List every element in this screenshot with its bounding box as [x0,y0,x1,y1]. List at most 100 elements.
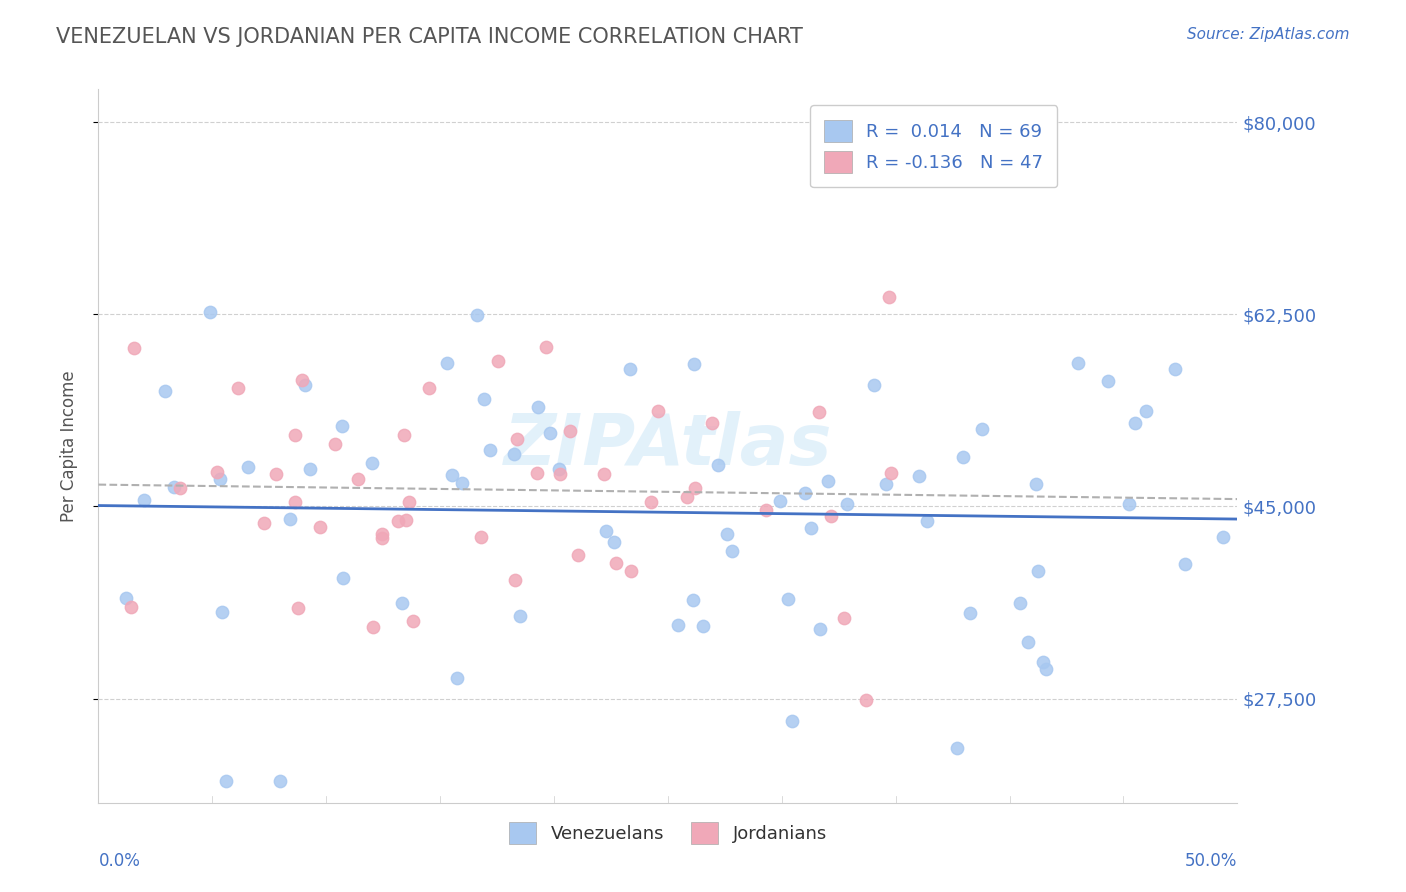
Point [283,427,305,442]
Point [666,617,689,632]
Point [114,591,136,605]
Point [640,495,662,509]
Point [1032,655,1054,669]
Point [877,289,900,303]
Point [323,437,346,451]
Point [134,493,156,508]
Point [647,404,669,418]
Point [1066,356,1088,370]
Point [211,605,233,619]
Point [308,520,330,534]
Point [880,466,903,480]
Point [527,401,550,415]
Point [503,573,526,587]
Point [238,460,260,475]
Point [536,340,558,354]
Point [347,472,370,486]
Point [875,477,897,491]
Point [707,458,730,472]
Point [800,520,823,534]
Point [228,381,250,395]
Point [162,480,184,494]
Point [330,419,353,434]
Point [169,481,191,495]
Point [1123,416,1146,430]
Point [278,512,301,526]
Point [394,513,416,527]
Point [451,475,474,490]
Point [793,485,815,500]
Point [474,392,496,407]
Point [1017,635,1039,649]
Point [683,481,706,495]
Point [205,465,228,479]
Point [398,495,420,509]
Point [446,671,468,685]
Point [605,556,627,570]
Point [603,534,626,549]
Point [832,610,855,624]
Point [198,305,221,319]
Point [1135,404,1157,418]
Point [952,450,974,465]
Point [1026,564,1049,578]
Point [361,620,384,634]
Point [436,356,458,370]
Point [509,609,531,624]
Point [1118,497,1140,511]
Point [392,428,415,442]
Point [970,422,993,436]
Point [122,341,145,355]
Point [502,447,524,461]
Point [780,714,803,728]
Point [418,381,440,395]
Point [1025,477,1047,491]
Point [862,377,884,392]
Point [294,378,316,392]
Point [208,472,231,486]
Point [506,433,529,447]
Point [120,599,142,614]
Point [298,462,321,476]
Point [946,740,969,755]
Text: Source: ZipAtlas.com: Source: ZipAtlas.com [1187,27,1350,42]
Point [567,548,589,562]
Point [620,564,643,578]
Point [835,497,858,511]
Point [361,457,384,471]
Point [214,773,236,788]
Point [959,606,981,620]
Point [769,494,792,508]
Point [538,426,561,441]
Text: VENEZUELAN VS JORDANIAN PER CAPITA INCOME CORRELATION CHART: VENEZUELAN VS JORDANIAN PER CAPITA INCOM… [56,27,803,46]
Point [1097,374,1119,388]
Y-axis label: Per Capita Income: Per Capita Income [59,370,77,522]
Point [153,384,176,398]
Legend: Venezuelans, Jordanians: Venezuelans, Jordanians [502,814,834,851]
Point [683,357,706,371]
Point [470,530,492,544]
Point [440,468,463,483]
Point [548,467,571,481]
Point [1212,530,1234,544]
Point [702,416,724,430]
Point [526,466,548,480]
Point [391,596,413,610]
Text: 50.0%: 50.0% [1185,852,1237,871]
Point [692,619,714,633]
Point [1164,361,1187,376]
Point [387,514,409,528]
Point [595,524,617,538]
Text: ZIPAtlas: ZIPAtlas [503,411,832,481]
Point [808,622,831,636]
Point [548,462,571,476]
Point [682,593,704,607]
Point [593,467,616,481]
Point [287,600,309,615]
Point [808,404,831,418]
Point [820,509,842,524]
Point [371,531,394,545]
Point [558,424,581,438]
Point [1174,557,1197,571]
Point [269,773,291,788]
